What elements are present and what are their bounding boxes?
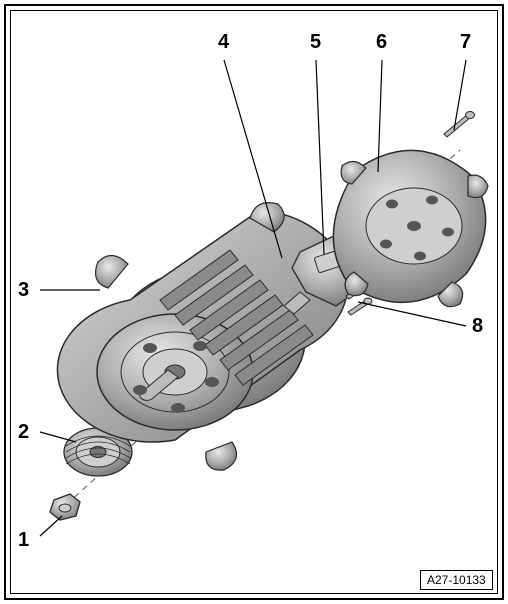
reference-id-box: A27-10133 xyxy=(420,570,493,590)
diagram-artwork xyxy=(0,0,508,604)
callout-label-8: 8 xyxy=(472,315,483,338)
reference-id: A27-10133 xyxy=(427,573,486,587)
callout-label-6: 6 xyxy=(376,31,387,54)
callout-label-7: 7 xyxy=(460,31,471,54)
callout-label-3: 3 xyxy=(18,279,29,302)
callout-label-1: 1 xyxy=(18,529,29,552)
callout-label-5: 5 xyxy=(310,31,321,54)
callout-label-4: 4 xyxy=(218,31,229,54)
callout-label-2: 2 xyxy=(18,421,29,444)
